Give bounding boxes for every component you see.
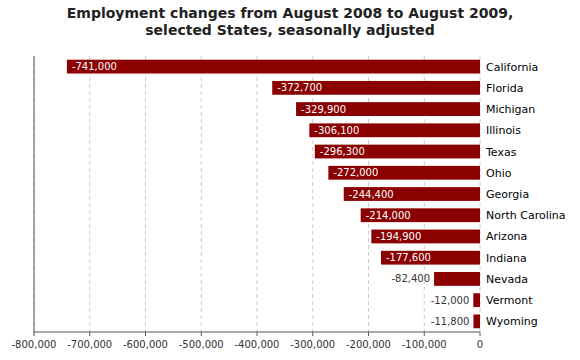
- bar: [371, 230, 480, 244]
- data-label: -741,000: [72, 61, 117, 72]
- bar: [309, 123, 480, 137]
- bar: [272, 81, 480, 95]
- category-label: Vermont: [486, 294, 533, 307]
- grid-line: [89, 56, 90, 332]
- tick: [424, 332, 425, 336]
- grid-line: [145, 56, 146, 332]
- data-label: -244,400: [349, 189, 394, 200]
- category-label: Nevada: [486, 273, 528, 286]
- bar: [315, 145, 480, 159]
- tick-label: -400,000: [235, 339, 280, 350]
- grid-line: [312, 56, 313, 332]
- grid-line: [34, 56, 35, 332]
- bar: [328, 166, 480, 180]
- category-label: Indiana: [486, 252, 527, 265]
- data-label: -214,000: [366, 210, 411, 221]
- grid: [34, 56, 480, 332]
- data-label: -11,800: [431, 316, 470, 327]
- grid-line: [257, 56, 258, 332]
- category-label: Arizona: [486, 230, 527, 243]
- category-label: Georgia: [486, 188, 529, 201]
- tick: [89, 332, 90, 336]
- bar: [67, 60, 480, 74]
- tick: [312, 332, 313, 336]
- data-label: -272,000: [333, 167, 378, 178]
- tick-label: -800,000: [12, 339, 57, 350]
- category-label: Michigan: [486, 103, 535, 116]
- tick-label: -100,000: [402, 339, 447, 350]
- category-label: Wyoming: [486, 315, 538, 328]
- bar: [381, 251, 480, 265]
- bar: [434, 272, 480, 286]
- tick: [368, 332, 369, 336]
- axis-line: [34, 56, 35, 332]
- category-label: Illinois: [486, 124, 521, 137]
- bars: [67, 60, 480, 329]
- tick-label: -200,000: [346, 339, 391, 350]
- category-label: Texas: [485, 146, 517, 159]
- axis-lines: [34, 56, 480, 332]
- bar: [361, 208, 480, 222]
- tick-label: -700,000: [67, 339, 112, 350]
- bar: [344, 187, 480, 201]
- bar: [473, 293, 480, 307]
- tick: [201, 332, 202, 336]
- data-label: -372,700: [277, 82, 322, 93]
- data-label: -306,100: [314, 125, 359, 136]
- tick: [145, 332, 146, 336]
- value-axis: -800,000 -700,000 -600,000 -500,000 -400,000…: [12, 332, 484, 350]
- category-axis: Wyoming Vermont Nevada Indiana Arizona North …: [485, 61, 566, 329]
- data-labels: -11,800 -12,000-82,400 -177,600 -194,900 -21…: [72, 61, 470, 327]
- tick-label: -600,000: [123, 339, 168, 350]
- data-label: -82,400: [391, 273, 430, 284]
- data-label: -194,900: [376, 231, 421, 242]
- tick: [257, 332, 258, 336]
- category-label: California: [486, 61, 538, 74]
- data-label: -177,600: [386, 252, 431, 263]
- title: Employment changes from August 2008 to A…: [67, 5, 514, 38]
- bar: [296, 102, 480, 116]
- data-label: -12,000: [431, 295, 470, 306]
- category-label: Ohio: [486, 167, 512, 180]
- category-label: Florida: [486, 82, 523, 95]
- tick-label: -500,000: [179, 339, 224, 350]
- tick-label: 0: [477, 339, 483, 350]
- chart: Employment changes from August 2008 to A…: [0, 0, 580, 360]
- category-label: North Carolina: [486, 209, 566, 222]
- grid-line: [201, 56, 202, 332]
- axis-line: [34, 332, 480, 333]
- tick-label: -300,000: [290, 339, 335, 350]
- tick: [480, 332, 481, 336]
- data-label: -296,300: [320, 146, 365, 157]
- tick: [34, 332, 35, 336]
- data-label: -329,900: [301, 104, 346, 115]
- bar: [473, 314, 480, 328]
